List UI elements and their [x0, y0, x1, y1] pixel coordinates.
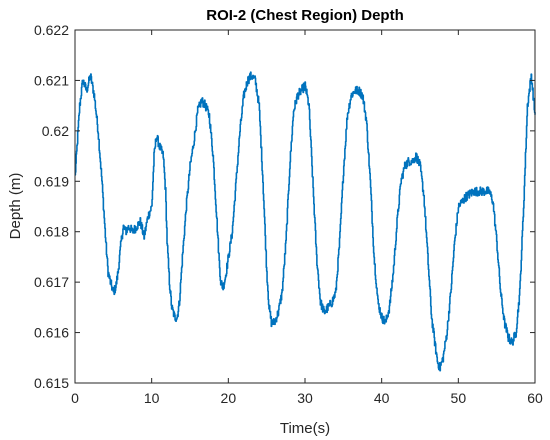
y-tick-label: 0.615 — [34, 375, 69, 391]
y-tick-label: 0.621 — [34, 72, 69, 88]
series-layer — [74, 71, 536, 372]
plot-frame — [74, 29, 536, 384]
y-axis-label: Depth (m) — [7, 173, 24, 240]
x-tick-label: 60 — [527, 390, 543, 406]
series-line-0 — [74, 71, 536, 372]
x-tick-label: 50 — [451, 390, 467, 406]
y-tick-label: 0.619 — [34, 173, 69, 189]
y-tick-label: 0.62 — [42, 123, 69, 139]
x-tick-label: 40 — [374, 390, 390, 406]
x-tick-label: 0 — [71, 390, 79, 406]
x-tick-label: 10 — [144, 390, 160, 406]
y-tick-label: 0.617 — [34, 274, 69, 290]
y-tick-label: 0.622 — [34, 22, 69, 38]
x-tick-label: 30 — [297, 390, 313, 406]
y-tick-label: 0.618 — [34, 224, 69, 240]
ticks-layer: 0 10 20 30 40 50 60 0.615 0.616 0.617 0.618 0.619 0.… — [34, 22, 543, 406]
chart-title: ROI-2 (Chest Region) Depth — [206, 7, 404, 24]
x-axis-label: Time(s) — [280, 420, 330, 437]
y-tick-label: 0.616 — [34, 325, 69, 341]
x-tick-label: 20 — [221, 390, 237, 406]
